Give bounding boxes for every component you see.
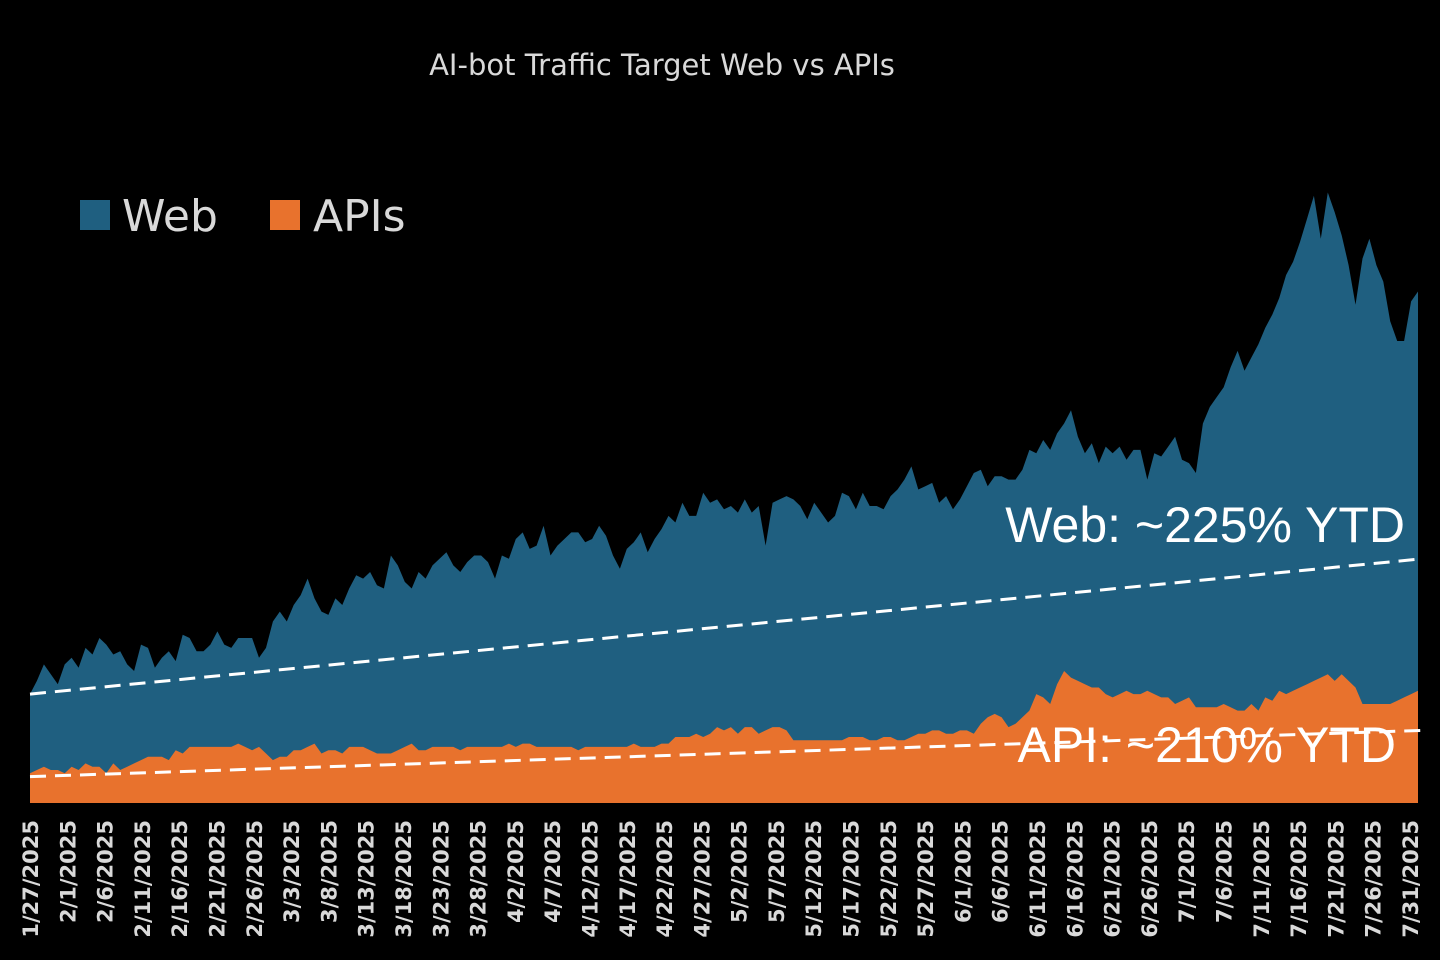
x-tick-label: 3/28/2025	[467, 820, 491, 938]
x-tick-label: 2/11/2025	[131, 820, 155, 938]
x-tick-label: 7/1/2025	[1175, 820, 1199, 923]
x-tick-label: 4/12/2025	[579, 820, 603, 938]
series-web-area	[30, 192, 1418, 803]
x-tick-label: 5/2/2025	[728, 820, 752, 923]
x-tick-label: 4/7/2025	[541, 820, 565, 923]
x-tick-label: 2/1/2025	[56, 820, 80, 923]
series-apis-area	[30, 671, 1418, 803]
legend: Web APIs	[80, 191, 406, 242]
x-axis-ticks: 1/27/2025 2/1/2025 2/6/2025 2/11/2025 2/16/2…	[19, 820, 1423, 938]
x-tick-label: 3/8/2025	[317, 820, 341, 923]
annotation-web: Web: ~225% YTD	[1005, 497, 1405, 553]
x-tick-label: 6/16/2025	[1063, 820, 1087, 938]
x-tick-label: 3/23/2025	[429, 820, 453, 938]
x-tick-label: 4/22/2025	[653, 820, 677, 938]
x-tick-label: 7/6/2025	[1213, 820, 1237, 923]
x-tick-label: 3/13/2025	[355, 820, 379, 938]
x-tick-label: 3/18/2025	[392, 820, 416, 938]
x-tick-label: 6/1/2025	[951, 820, 975, 923]
x-tick-label: 6/21/2025	[1101, 820, 1125, 938]
x-tick-label: 6/11/2025	[1026, 820, 1050, 938]
x-tick-label: 2/16/2025	[168, 820, 192, 938]
plot-area	[30, 192, 1418, 803]
x-tick-label: 1/27/2025	[19, 820, 43, 938]
legend-swatch-web	[80, 200, 110, 230]
annotation-api: API: ~210% YTD	[1018, 717, 1396, 773]
x-tick-label: 7/16/2025	[1287, 820, 1311, 938]
x-tick-label: 2/6/2025	[94, 820, 118, 923]
trend-line-web	[29, 557, 1423, 696]
x-tick-label: 6/26/2025	[1138, 820, 1162, 938]
x-tick-label: 4/2/2025	[504, 820, 528, 923]
x-tick-label: 7/31/2025	[1399, 820, 1423, 938]
x-tick-label: 4/17/2025	[616, 820, 640, 938]
x-tick-label: 2/21/2025	[206, 820, 230, 938]
x-tick-label: 5/27/2025	[914, 820, 938, 938]
chart-title: AI-bot Traffic Target Web vs APIs	[429, 48, 895, 82]
trend-lines	[29, 557, 1423, 779]
x-tick-label: 7/21/2025	[1324, 820, 1348, 938]
x-tick-label: 3/3/2025	[280, 820, 304, 923]
x-tick-label: 2/26/2025	[243, 820, 267, 938]
x-tick-label: 4/27/2025	[690, 820, 714, 938]
x-tick-label: 5/22/2025	[877, 820, 901, 938]
x-tick-label: 5/17/2025	[840, 820, 864, 938]
x-tick-label: 7/11/2025	[1250, 820, 1274, 938]
x-tick-label: 5/12/2025	[802, 820, 826, 938]
legend-swatch-apis	[270, 200, 300, 230]
x-tick-label: 7/26/2025	[1362, 820, 1386, 938]
x-tick-label: 6/6/2025	[989, 820, 1013, 923]
x-tick-label: 5/7/2025	[765, 820, 789, 923]
legend-label-apis: APIs	[313, 191, 406, 242]
trend-line-api	[29, 728, 1423, 779]
legend-label-web: Web	[122, 191, 218, 242]
